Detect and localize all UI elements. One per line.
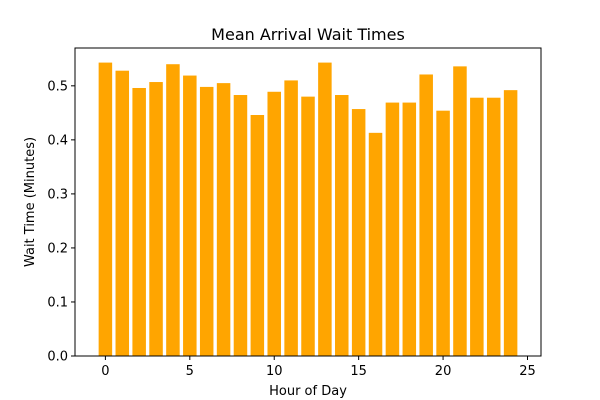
bar-hour-2: [132, 87, 146, 357]
y-tick-label: 0.2: [47, 241, 68, 256]
bar-hour-21: [453, 66, 467, 357]
bar-hour-22: [470, 97, 484, 357]
x-tick-label: 5: [186, 364, 194, 379]
y-axis-ticks: 0.0 0.1 0.2 0.3 0.4 0.5: [47, 79, 75, 365]
y-tick-label: 0.3: [47, 187, 68, 202]
bar-hour-15: [351, 109, 366, 356]
bar-hour-7: [216, 83, 231, 357]
plot-frame: [74, 47, 542, 357]
x-tick-label: 15: [350, 364, 367, 379]
bar-hour-12: [301, 96, 315, 356]
y-tick-label: 0.5: [47, 79, 68, 94]
bar-hour-10: [267, 91, 281, 357]
bar-hour-0: [98, 62, 113, 357]
x-tick-label: 0: [101, 364, 109, 379]
bar-hour-4: [166, 64, 180, 357]
chart-title: Mean Arrival Wait Times: [211, 25, 405, 44]
x-tick-label: 25: [519, 364, 536, 379]
x-tick-label: 20: [435, 364, 452, 379]
bar-hour-9: [250, 115, 265, 356]
bar-hour-3: [149, 82, 163, 356]
x-tick-label: 10: [266, 364, 283, 379]
x-axis-label: Hour of Day: [269, 384, 347, 399]
bar-hour-18: [402, 102, 417, 356]
y-tick-label: 0.0: [47, 350, 68, 365]
y-axis-label: Wait Time (Minutes): [23, 137, 38, 267]
bar-hour-8: [233, 95, 248, 356]
x-axis-ticks: 0 5 10 15 20 25: [101, 356, 536, 379]
bar-hour-24: [503, 90, 518, 357]
bar-hour-16: [368, 132, 383, 356]
bar-hour-19: [419, 74, 433, 356]
bar-hour-1: [115, 70, 130, 356]
y-tick-label: 0.1: [47, 295, 68, 310]
bar-hour-17: [385, 102, 400, 356]
bar-hour-20: [436, 110, 450, 357]
bar-hour-6: [199, 86, 214, 356]
y-tick-label: 0.4: [47, 133, 68, 148]
bars-group: [98, 62, 518, 357]
bar-hour-13: [318, 62, 332, 357]
bar-hour-14: [335, 95, 349, 356]
bar-hour-11: [284, 80, 298, 357]
bar-hour-5: [183, 75, 197, 356]
bar-hour-23: [486, 97, 501, 357]
